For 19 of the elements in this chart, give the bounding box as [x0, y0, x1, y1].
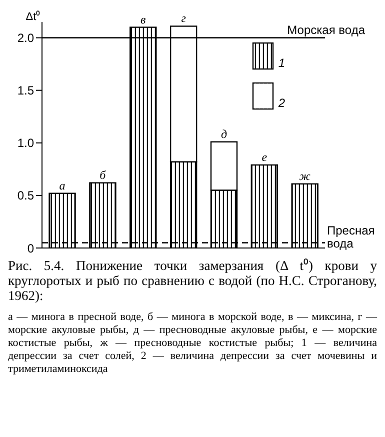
x-tick-label: а [59, 178, 66, 192]
y-axis-title: Δt⁰ [26, 10, 40, 23]
y-tick-label: 0 [27, 241, 34, 256]
x-tick-label: д [220, 126, 228, 141]
x-tick-label: в [140, 12, 146, 26]
y-tick-label: 1.0 [17, 136, 34, 150]
text: Рис. 5.4. Понижение точки замерзания (Δ t⁰) крови у круглоротых и рыб по сравнению с водой (по Н.С. Строганову, 1962): [8, 258, 377, 303]
x-tick-label: г [181, 11, 186, 26]
y-tick-label: 2.0 [17, 31, 34, 46]
legend-label: 1 [278, 56, 285, 70]
x-tick-label: е [262, 150, 268, 164]
ref-line-label: Морская вода [287, 22, 366, 37]
y-tick-label: 1.5 [17, 84, 34, 98]
ref-line-label: Пресная вода [327, 224, 375, 251]
x-tick-label: ж [299, 168, 310, 183]
text: а — минога в пресной воде, б — минога в морской воде, в — миксина, г — морские акуловые рыбы, д — пресноводные акуловые рыбы, е — морские костистые рыбы, ж — пресноводные костистые рыбы; 1 — величина депрессии за счет солей, 2 — величина депрессии за счет мочевины и триметиламиноксида [8, 311, 377, 376]
x-tick-label: б [100, 168, 107, 182]
y-tick-label: 0.5 [17, 188, 34, 203]
legend-label: 2 [278, 96, 285, 110]
